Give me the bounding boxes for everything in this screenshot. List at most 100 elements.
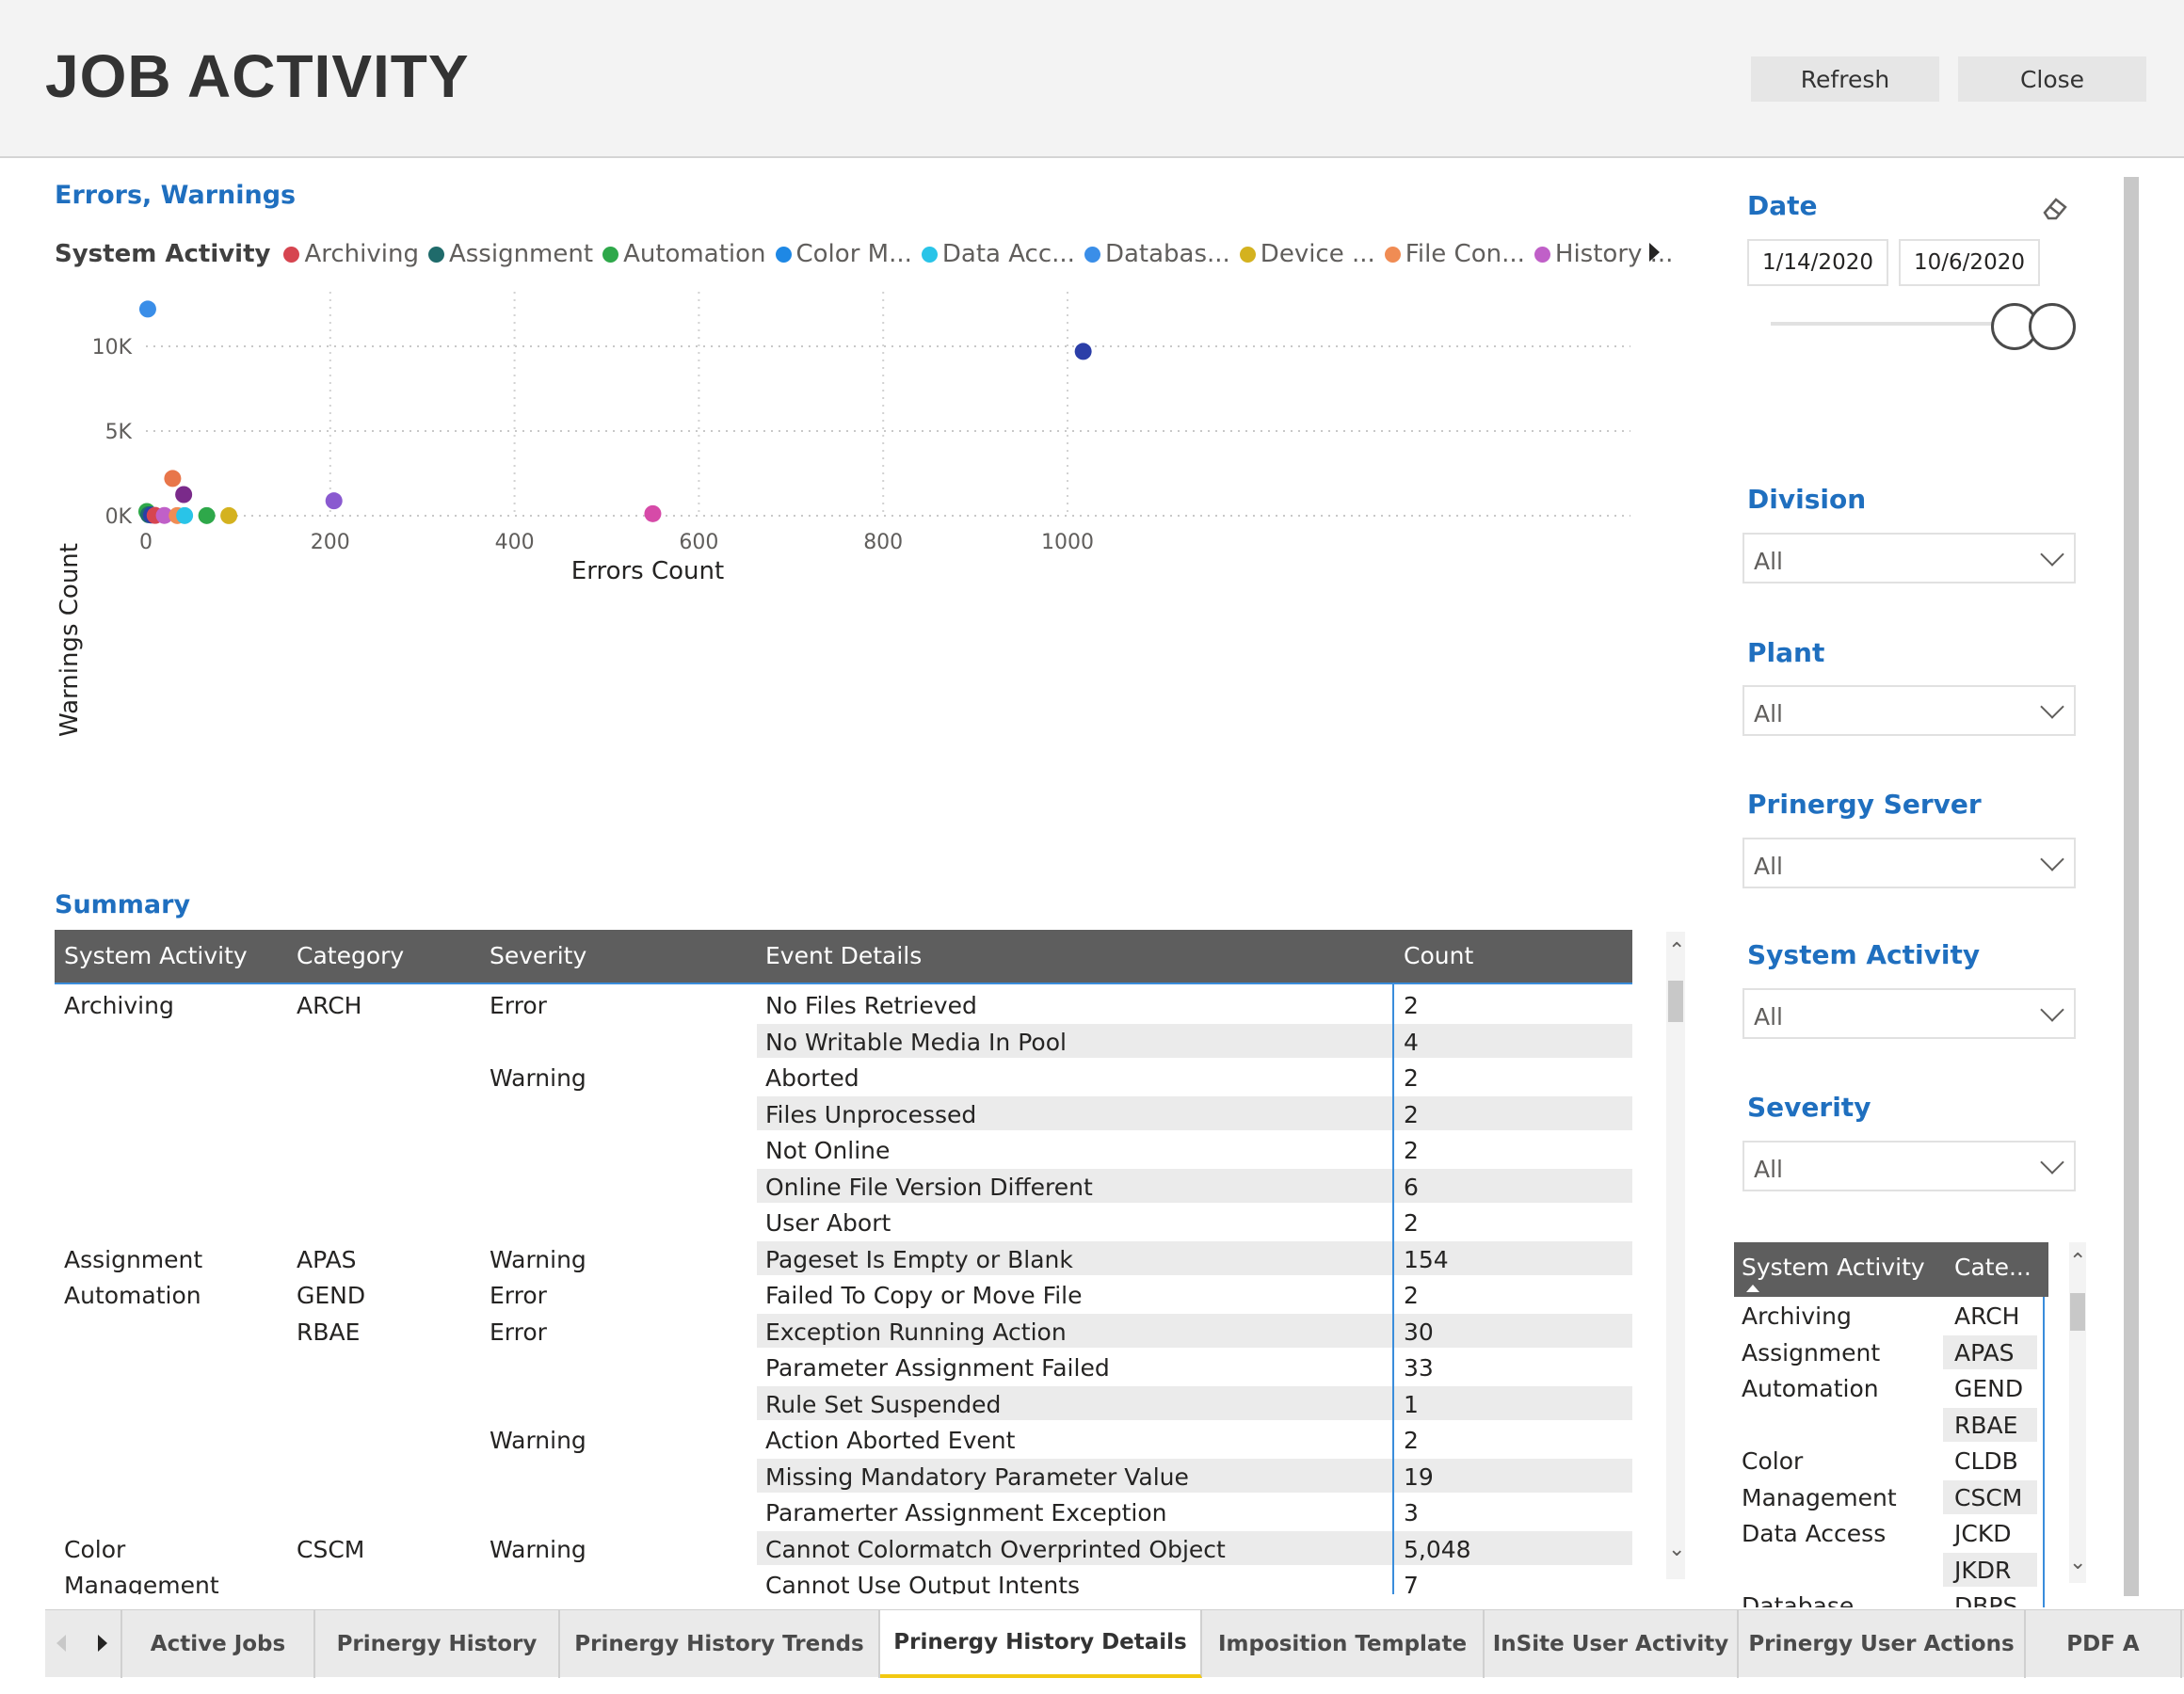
- scatter-point[interactable]: [325, 492, 343, 510]
- severity-dropdown[interactable]: All: [1742, 1141, 2076, 1191]
- table-row[interactable]: Automation GEND Error Failed To Copy or Mov…: [55, 1277, 1632, 1314]
- list-item[interactable]: Management CSCM: [1734, 1479, 2048, 1517]
- table-row[interactable]: Missing Mandatory Parameter Value 19: [55, 1458, 1632, 1495]
- table-row[interactable]: Color CSCM Warning Cannot Colormatch Overpr…: [55, 1530, 1632, 1568]
- scatter-point[interactable]: [644, 504, 662, 522]
- table-row[interactable]: Files Unprocessed 2: [55, 1095, 1632, 1133]
- tab-prinergy-history[interactable]: Prinergy History: [315, 1610, 560, 1678]
- tab-active-jobs[interactable]: Active Jobs: [122, 1610, 315, 1678]
- legend-next-icon[interactable]: [1649, 243, 1660, 262]
- server-dropdown[interactable]: All: [1742, 838, 2076, 888]
- table-row[interactable]: Paramerter Assignment Exception 3: [55, 1494, 1632, 1531]
- list-item[interactable]: Color CLDB: [1734, 1444, 2048, 1480]
- legend-item[interactable]: Device ...: [1239, 240, 1375, 268]
- activity-dropdown[interactable]: All: [1742, 988, 2076, 1039]
- list-item[interactable]: RBAE: [1734, 1407, 2048, 1445]
- tab-prinergy-user-actions[interactable]: Prinergy User Actions: [1739, 1610, 2026, 1678]
- scatter-point[interactable]: [220, 506, 238, 524]
- scatter-point[interactable]: [175, 486, 193, 503]
- cell-count: 7: [1404, 1572, 1419, 1594]
- legend-item[interactable]: Data Acc...: [921, 240, 1075, 268]
- table-row[interactable]: Warning Action Aborted Event 2: [55, 1422, 1632, 1459]
- scatter-point[interactable]: [164, 470, 182, 487]
- cell-count: 33: [1404, 1354, 1434, 1382]
- activity-category-table: System Activity Cate... Archiving ARCH Ass…: [1734, 1242, 2048, 1607]
- scatter-point[interactable]: [155, 506, 173, 524]
- table-row[interactable]: Assignment APAS Warning Pageset Is Empty or…: [55, 1240, 1632, 1278]
- col-header-category[interactable]: Category: [297, 942, 405, 969]
- header-underline: [55, 983, 1632, 984]
- list-item[interactable]: Assignment APAS: [1734, 1334, 2048, 1372]
- list-item[interactable]: Archiving ARCH: [1734, 1299, 2048, 1335]
- table-row[interactable]: Warning Aborted 2: [55, 1060, 1632, 1096]
- legend-dot-icon: [921, 246, 938, 263]
- side-scroll-up-icon[interactable]: ⌃: [2069, 1250, 2087, 1273]
- tab-pdf-a[interactable]: PDF A: [2026, 1610, 2182, 1678]
- legend-item[interactable]: Databas...: [1084, 240, 1230, 268]
- legend-item[interactable]: Archiving: [283, 240, 419, 268]
- page-scrollbar[interactable]: [2124, 177, 2139, 1596]
- legend-item[interactable]: Assignment: [427, 240, 593, 268]
- summary-scrollbar[interactable]: [1666, 932, 1685, 1579]
- plant-dropdown[interactable]: All: [1742, 685, 2076, 736]
- list-item[interactable]: Database DBPS: [1734, 1589, 2048, 1607]
- list-item[interactable]: Data Access JCKD: [1734, 1516, 2048, 1553]
- eraser-icon[interactable]: [2039, 194, 2071, 222]
- cell-count: 2: [1404, 1282, 1419, 1309]
- tab-prinergy-history-details[interactable]: Prinergy History Details: [880, 1610, 1202, 1678]
- scatter-title: Errors, Warnings: [55, 181, 297, 210]
- side-col-category[interactable]: Cate...: [1954, 1254, 2031, 1281]
- scatter-point[interactable]: [198, 506, 216, 524]
- scroll-up-icon[interactable]: ⌃: [1668, 939, 1686, 963]
- table-row[interactable]: Online File Version Different 6: [55, 1168, 1632, 1206]
- legend-item[interactable]: Automation: [602, 240, 766, 268]
- date-slider-start-handle[interactable]: [1991, 303, 2038, 350]
- col-header-count[interactable]: Count: [1404, 942, 1474, 969]
- table-row[interactable]: RBAE Error Exception Running Action 30: [55, 1313, 1632, 1350]
- cell-activity: Archiving: [64, 992, 174, 1019]
- tab-imposition-template[interactable]: Imposition Template: [1202, 1610, 1485, 1678]
- table-row[interactable]: Rule Set Suspended 1: [55, 1385, 1632, 1423]
- date-slider-end-handle[interactable]: [2029, 303, 2076, 350]
- col-header-event[interactable]: Event Details: [765, 942, 923, 969]
- cell-count: 30: [1404, 1318, 1434, 1346]
- table-row[interactable]: Archiving ARCH Error No Files Retrieved 2: [55, 987, 1632, 1024]
- tab-prev-icon[interactable]: [56, 1635, 66, 1652]
- side-scroll-down-icon[interactable]: ⌄: [2069, 1551, 2087, 1574]
- tab-insite-user-activity[interactable]: InSite User Activity: [1485, 1610, 1739, 1678]
- col-header-activity[interactable]: System Activity: [64, 942, 248, 969]
- col-header-severity[interactable]: Severity: [490, 942, 587, 969]
- side-scroll-thumb[interactable]: [2070, 1293, 2085, 1331]
- cell-category: RBAE: [1954, 1411, 2018, 1439]
- division-dropdown[interactable]: All: [1742, 533, 2076, 583]
- scatter-point[interactable]: [1074, 343, 1092, 360]
- close-button[interactable]: Close: [1958, 56, 2146, 102]
- cell-activity: Color: [1742, 1447, 1804, 1475]
- date-end-input[interactable]: 10/6/2020: [1899, 239, 2040, 286]
- side-col-activity[interactable]: System Activity: [1742, 1254, 1925, 1281]
- table-row[interactable]: Parameter Assignment Failed 33: [55, 1350, 1632, 1386]
- scatter-point[interactable]: [138, 300, 156, 318]
- legend-item[interactable]: Color M...: [775, 240, 912, 268]
- date-start-input[interactable]: 1/14/2020: [1747, 239, 1888, 286]
- scatter-point[interactable]: [176, 506, 194, 524]
- tab-next-icon[interactable]: [98, 1635, 107, 1652]
- legend-item[interactable]: File Con...: [1384, 240, 1525, 268]
- tab-prinergy-history-trends[interactable]: Prinergy History Trends: [560, 1610, 880, 1678]
- side-table-scrollbar[interactable]: [2069, 1242, 2086, 1583]
- y-tick-label: 5K: [105, 421, 133, 444]
- list-item[interactable]: Automation GEND: [1734, 1371, 2048, 1408]
- list-item[interactable]: JKDR: [1734, 1552, 2048, 1590]
- table-row[interactable]: No Writable Media In Pool 4: [55, 1023, 1632, 1061]
- table-row[interactable]: Management Cannot Use Output Intents 7: [55, 1567, 1632, 1594]
- table-row[interactable]: User Abort 2: [55, 1205, 1632, 1241]
- cell-event: Action Aborted Event: [765, 1427, 1016, 1454]
- summary-scroll-thumb[interactable]: [1668, 981, 1683, 1022]
- refresh-button[interactable]: Refresh: [1751, 56, 1939, 102]
- table-row[interactable]: Not Online 2: [55, 1132, 1632, 1169]
- scroll-down-icon[interactable]: ⌄: [1668, 1538, 1686, 1561]
- date-slider-track[interactable]: [1771, 322, 2034, 326]
- cell-event: No Writable Media In Pool: [765, 1028, 1067, 1056]
- legend-dot-icon: [1384, 246, 1401, 263]
- legend-dot-icon: [775, 246, 792, 263]
